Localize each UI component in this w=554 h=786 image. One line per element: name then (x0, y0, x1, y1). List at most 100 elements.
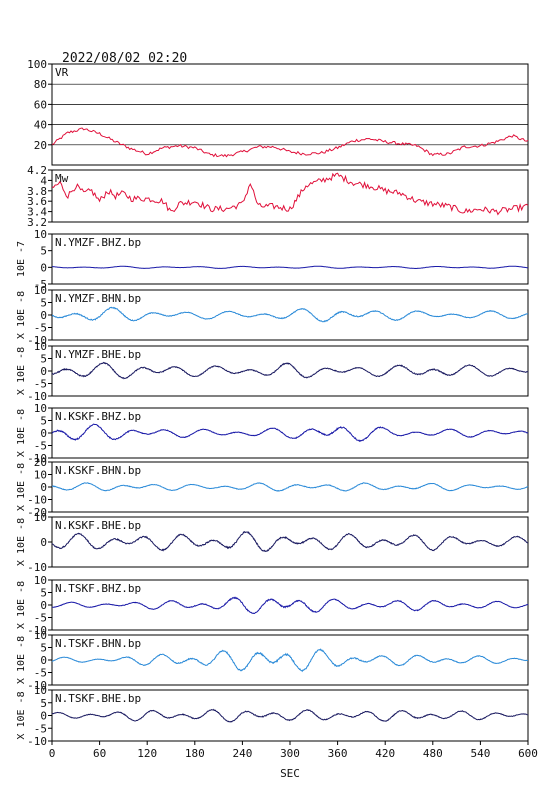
y-tick-label: 5 (40, 297, 47, 310)
series-line (51, 482, 529, 492)
y-tick-label: 0 (40, 427, 47, 440)
y-tick-label: 0 (40, 261, 47, 274)
y-unit-label: X 10E -8 (16, 409, 27, 457)
y-tick-label: 5 (40, 587, 47, 600)
x-tick-label: 120 (137, 747, 157, 760)
panel-frame (51, 169, 529, 223)
panel-label: N.YMZF.BHE.bp (55, 348, 141, 361)
x-tick-label: 360 (328, 747, 348, 760)
x-tick-label: 600 (518, 747, 538, 760)
panel-label: N.KSKF.BHE.bp (55, 519, 141, 532)
y-tick-label: -5 (34, 378, 47, 391)
series-line (51, 423, 529, 443)
y-unit-label: X 10E -8 (16, 636, 27, 684)
y-tick-label: 5 (40, 697, 47, 710)
y-tick-label: 10 (34, 284, 47, 297)
y-tick-label: 0 (40, 481, 47, 494)
series-line (52, 265, 529, 270)
y-tick-label: 10 (34, 340, 47, 353)
x-tick-label: 540 (470, 747, 490, 760)
y-tick-label: 5 (40, 415, 47, 428)
y-unit-label: X 10E -8 (16, 518, 27, 566)
y-tick-label: 0 (40, 710, 47, 723)
series-line (51, 648, 528, 673)
y-tick-label: -5 (34, 440, 47, 453)
y-unit-label: 10E -7 (16, 241, 27, 277)
y-tick-label: 10 (34, 402, 47, 415)
x-tick-label: 300 (280, 747, 300, 760)
x-tick-label: 60 (93, 747, 106, 760)
chart-title: 2022/08/02 02:20 (62, 51, 187, 66)
y-tick-label: -5 (34, 722, 47, 735)
panel-mw: 3.23.43.63.844.2 Mw (27, 164, 529, 229)
y-tick-label: 20 (34, 139, 47, 152)
y-tick-label: 0 (40, 536, 47, 549)
x-axis-label: SEC (280, 767, 300, 780)
x-tick-label: 180 (185, 747, 205, 760)
y-tick-label: -10 (27, 494, 47, 507)
panel-frame (51, 63, 529, 166)
y-tick-label: 10 (34, 228, 47, 241)
y-tick-label: 5 (40, 642, 47, 655)
y-tick-label: 0 (40, 599, 47, 612)
x-tick-label: 420 (375, 747, 395, 760)
y-tick-label: 10 (34, 574, 47, 587)
y-tick-label: 3.2 (27, 216, 47, 229)
panel-frame (51, 233, 529, 285)
y-tick-label: 3.4 (27, 206, 47, 219)
y-tick-label: 5 (40, 353, 47, 366)
y-tick-label: 10 (34, 511, 47, 524)
y-tick-label: 10 (34, 684, 47, 697)
panel-label: N.TSKF.BHZ.bp (55, 582, 141, 595)
y-tick-label: -10 (27, 624, 47, 637)
panel-vr: 20 40 60 80 100 VR (27, 58, 529, 166)
panel-label: N.TSKF.BHN.bp (55, 637, 141, 650)
series-line (51, 172, 529, 216)
y-unit-label: X 10E -8 (16, 347, 27, 395)
panel-label: Mw (55, 172, 69, 185)
x-tick-label: 480 (423, 747, 443, 760)
y-unit-label: X 10E -8 (16, 691, 27, 739)
y-tick-label: -5 (34, 278, 47, 291)
y-tick-label: 3.8 (27, 185, 47, 198)
y-tick-label: 40 (34, 119, 47, 132)
panel-label: VR (55, 66, 69, 79)
series-line (52, 306, 528, 323)
x-tick-label: 0 (49, 747, 56, 760)
y-unit-label: X 10E -8 (16, 581, 27, 629)
series-line (51, 127, 529, 158)
y-tick-label: 100 (27, 58, 47, 71)
y-tick-label: -10 (27, 679, 47, 692)
series-line (51, 531, 528, 552)
y-unit-label: X 10E -8 (16, 291, 27, 339)
y-tick-label: -10 (27, 334, 47, 347)
panel-n-ymzf-bhz-bp: -5 0 5 10 N.YMZF.BHZ.bp 10E -7 (16, 228, 529, 291)
y-tick-label: 5 (40, 245, 47, 258)
y-tick-label: -10 (27, 390, 47, 403)
y-tick-label: 80 (34, 78, 47, 91)
panel-n-kskf-bhe-bp: -10 0 10 N.KSKF.BHE.bp X 10E -8 (16, 511, 529, 574)
y-tick-label: 60 (34, 98, 47, 111)
series-line (51, 708, 529, 723)
y-tick-label: 0 (40, 365, 47, 378)
y-tick-label: -20 (27, 506, 47, 519)
y-tick-label: 4 (40, 174, 47, 187)
y-tick-label: -10 (27, 452, 47, 465)
y-tick-label: 10 (34, 469, 47, 482)
x-tick-label: 240 (232, 747, 252, 760)
y-tick-label: 0 (40, 309, 47, 322)
y-tick-label: -10 (27, 561, 47, 574)
series-line (51, 596, 529, 615)
panel-label: N.TSKF.BHE.bp (55, 692, 141, 705)
y-tick-label: 10 (34, 629, 47, 642)
y-tick-label: 4.2 (27, 164, 47, 177)
panel-label: N.YMZF.BHN.bp (55, 292, 141, 305)
